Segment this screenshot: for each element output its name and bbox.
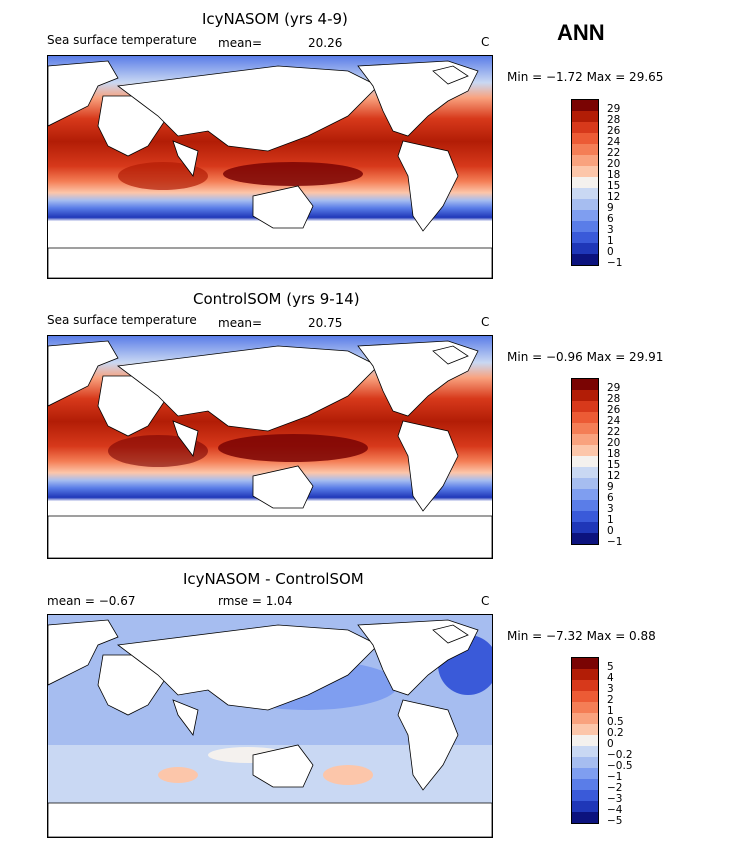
panel1-title: IcyNASOM (yrs 4-9) — [202, 10, 348, 28]
panel2-map — [47, 335, 493, 559]
colorbar-label: 3 — [607, 224, 614, 236]
colorbar-label: 20 — [607, 437, 621, 449]
colorbar-label: 28 — [607, 393, 621, 405]
colorbar-label: −3 — [607, 793, 623, 805]
colorbar-label: 6 — [607, 213, 614, 225]
panel3-colorbar — [571, 657, 599, 824]
colorbar-label: 0.2 — [607, 727, 624, 739]
colorbar-label: 29 — [607, 382, 621, 394]
panel2-mean-value: 20.75 — [308, 316, 343, 330]
colorbar-label: 20 — [607, 158, 621, 170]
panel2-sst-field — [48, 336, 492, 558]
panel1-variable: Sea surface temperature — [47, 33, 197, 47]
colorbar-label: 22 — [607, 426, 621, 438]
colorbar-label: 12 — [607, 191, 621, 203]
colorbar-label: −4 — [607, 804, 623, 816]
panel3-title: IcyNASOM - ControlSOM — [183, 570, 364, 588]
colorbar-label: 1 — [607, 705, 614, 717]
colorbar-label: 3 — [607, 503, 614, 515]
colorbar-label: 0 — [607, 246, 614, 258]
panel1-map — [47, 55, 493, 279]
colorbar-label: 4 — [607, 672, 614, 684]
colorbar-label: 0.5 — [607, 716, 624, 728]
colorbar-label: 26 — [607, 125, 621, 137]
season-label: ANN — [557, 20, 605, 45]
colorbar-label: 29 — [607, 103, 621, 115]
colorbar-label: 1 — [607, 514, 614, 526]
colorbar-label: 12 — [607, 470, 621, 482]
colorbar-label: −5 — [607, 815, 623, 827]
colorbar-label: −1 — [607, 536, 623, 548]
colorbar-label: 15 — [607, 459, 621, 471]
panel1-minmax: Min = −1.72 Max = 29.65 — [507, 70, 664, 84]
panel2-unit: C — [481, 315, 490, 329]
panel2-colorbar — [571, 378, 599, 545]
colorbar-label: 28 — [607, 114, 621, 126]
colorbar-label: −1 — [607, 771, 623, 783]
panel3-mean: mean = −0.67 — [47, 594, 136, 608]
colorbar-label: 22 — [607, 147, 621, 159]
colorbar-label: 5 — [607, 661, 614, 673]
panel3-rmse: rmse = 1.04 — [218, 594, 293, 608]
colorbar-label: 18 — [607, 169, 621, 181]
colorbar-label: 0 — [607, 525, 614, 537]
panel2-variable: Sea surface temperature — [47, 313, 197, 327]
colorbar-label: −2 — [607, 782, 623, 794]
colorbar-label: 24 — [607, 136, 621, 148]
colorbar-label: 18 — [607, 448, 621, 460]
colorbar-label: 26 — [607, 404, 621, 416]
colorbar-label: 6 — [607, 492, 614, 504]
panel1-unit: C — [481, 35, 490, 49]
colorbar-label: 15 — [607, 180, 621, 192]
panel3-minmax: Min = −7.32 Max = 0.88 — [507, 629, 656, 643]
colorbar-label: −0.5 — [607, 760, 633, 772]
colorbar-label: −0.2 — [607, 749, 633, 761]
colorbar-label: −1 — [607, 257, 623, 269]
panel3-map — [47, 614, 493, 838]
panel2-minmax: Min = −0.96 Max = 29.91 — [507, 350, 664, 364]
panel3-unit: C — [481, 594, 490, 608]
colorbar-label: 0 — [607, 738, 614, 750]
panel1-mean-label: mean= — [218, 36, 263, 50]
colorbar-label: 3 — [607, 683, 614, 695]
panel1-sst-field — [48, 56, 492, 278]
panel2-mean-label: mean= — [218, 316, 263, 330]
colorbar-label: 2 — [607, 694, 614, 706]
panel1-colorbar — [571, 99, 599, 266]
panel3-difference-field — [48, 615, 492, 837]
colorbar-label: 9 — [607, 202, 614, 214]
colorbar-label: 9 — [607, 481, 614, 493]
panel2-title: ControlSOM (yrs 9-14) — [193, 290, 360, 308]
colorbar-label: 1 — [607, 235, 614, 247]
colorbar-label: 24 — [607, 415, 621, 427]
panel1-mean-value: 20.26 — [308, 36, 343, 50]
